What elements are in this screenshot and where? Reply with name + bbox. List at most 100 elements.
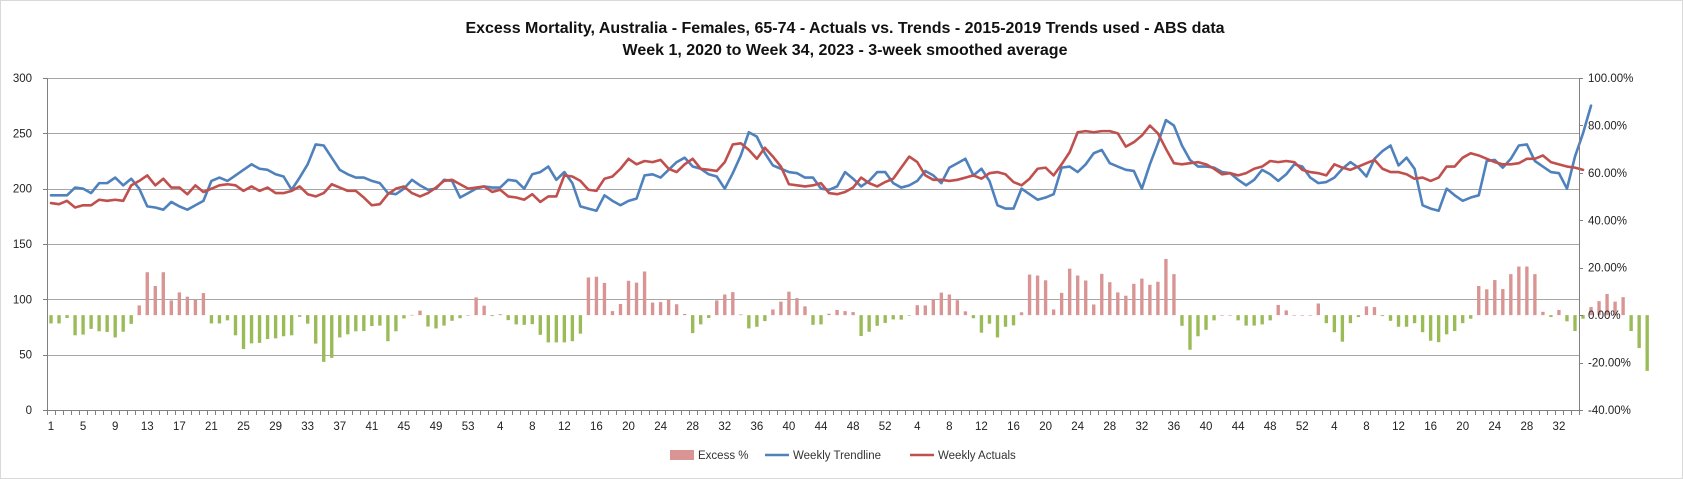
excess-bar-174 xyxy=(1436,315,1441,343)
excess-bar-197 xyxy=(1621,297,1625,316)
excess-bar-169 xyxy=(1396,315,1401,327)
x-tick-label: 20 xyxy=(622,421,635,433)
excess-bar-157 xyxy=(1300,315,1304,316)
excess-bar-81 xyxy=(691,315,695,334)
excess-bar-186 xyxy=(1533,274,1537,316)
excess-bar-40 xyxy=(362,315,366,332)
x-tick-label: 8 xyxy=(529,421,535,433)
excess-bar-82 xyxy=(699,315,703,325)
excess-bar-183 xyxy=(1509,274,1513,316)
excess-bar-151 xyxy=(1252,315,1256,326)
excess-bar-166 xyxy=(1372,307,1377,316)
excess-bar-102 xyxy=(859,315,863,337)
excess-bar-26 xyxy=(249,315,254,344)
excess-bar-2 xyxy=(57,315,61,324)
x-tick-label: 49 xyxy=(430,421,443,433)
weekly-trendline-line xyxy=(49,104,1593,213)
excess-bar-20 xyxy=(201,293,206,316)
x-tick-label: 20 xyxy=(1456,421,1469,433)
x-tick-label: 37 xyxy=(333,421,346,433)
excess-bar-12 xyxy=(137,305,141,316)
excess-bar-37 xyxy=(338,315,342,338)
x-tick-label: 32 xyxy=(718,421,731,433)
excess-bar-86 xyxy=(731,292,735,316)
excess-bar-109 xyxy=(915,305,919,316)
excess-bar-15 xyxy=(161,272,165,316)
excess-bar-184 xyxy=(1517,266,1521,316)
excess-bar-198 xyxy=(1629,315,1633,332)
x-tick-label: 4 xyxy=(1331,421,1338,433)
excess-bar-32 xyxy=(297,315,302,317)
excess-bar-72 xyxy=(618,304,623,316)
excess-bar-94 xyxy=(795,298,799,316)
excess-bar-162 xyxy=(1340,315,1345,342)
x-tick-label: 24 xyxy=(1488,421,1501,433)
excess-bar-80 xyxy=(682,313,687,316)
legend-label-trendline: Weekly Trendline xyxy=(793,450,881,462)
y-right-tick-label: 40.00% xyxy=(1588,215,1627,227)
excess-bar-118 xyxy=(987,315,992,324)
x-tick-label: 12 xyxy=(1392,421,1405,433)
excess-bar-55 xyxy=(482,305,486,316)
excess-bar-65 xyxy=(562,315,567,343)
x-tick-label: 48 xyxy=(1264,421,1277,433)
x-tick-label: 52 xyxy=(879,421,892,433)
excess-bar-30 xyxy=(281,315,286,337)
excess-bar-106 xyxy=(891,315,895,320)
x-tick-label: 1 xyxy=(48,421,54,433)
excess-bar-77 xyxy=(658,302,663,316)
excess-bar-4 xyxy=(73,315,77,336)
excess-bar-50 xyxy=(442,315,446,326)
excess-bar-170 xyxy=(1404,315,1409,327)
excess-bar-199 xyxy=(1637,315,1641,349)
x-tick-label: 16 xyxy=(590,421,603,433)
legend: Excess % Weekly Trendline Weekly Actuals xyxy=(670,450,1016,462)
excess-bar-10 xyxy=(121,315,125,332)
excess-bar-133 xyxy=(1108,282,1112,316)
excess-bar-147 xyxy=(1220,315,1224,316)
excess-bar-126 xyxy=(1051,309,1056,316)
excess-bar-41 xyxy=(370,315,374,327)
excess-bar-104 xyxy=(875,315,879,326)
excess-bar-103 xyxy=(867,315,871,332)
excess-bar-47 xyxy=(418,310,422,316)
excess-bar-29 xyxy=(273,315,278,339)
excess-bar-90 xyxy=(763,315,767,322)
excess-bar-79 xyxy=(674,304,679,316)
x-tick-label: 40 xyxy=(783,421,796,433)
y-right-tick-label: 20.00% xyxy=(1588,263,1627,275)
excess-bar-8 xyxy=(105,315,109,332)
x-tick-label: 12 xyxy=(975,421,988,433)
excess-bar-92 xyxy=(779,301,783,316)
x-tick-label: 24 xyxy=(654,421,667,433)
excess-bar-6 xyxy=(89,315,93,329)
excess-bar-200 xyxy=(1645,315,1649,371)
excess-bar-122 xyxy=(1019,312,1024,316)
excess-bar-45 xyxy=(402,315,406,319)
excess-bar-52 xyxy=(458,315,462,319)
x-tick-label: 28 xyxy=(1103,421,1116,433)
excess-bar-176 xyxy=(1452,315,1457,332)
excess-bar-75 xyxy=(642,271,647,316)
excess-bar-88 xyxy=(747,315,751,329)
excess-bar-33 xyxy=(306,315,310,324)
excess-bar-87 xyxy=(739,314,743,316)
excess-bar-137 xyxy=(1140,278,1144,316)
excess-bar-107 xyxy=(899,315,903,320)
excess-bar-117 xyxy=(979,315,984,333)
excess-bar-155 xyxy=(1284,310,1288,316)
excess-bar-39 xyxy=(354,315,358,332)
excess-bar-141 xyxy=(1172,274,1176,316)
excess-bar-171 xyxy=(1412,315,1417,324)
excess-bar-16 xyxy=(169,300,174,316)
y-left-tick-label: 50 xyxy=(19,350,32,362)
excess-bar-27 xyxy=(257,315,262,343)
x-tick-label: 12 xyxy=(558,421,571,433)
y-right-tick-label: 60.00% xyxy=(1588,168,1627,180)
series-lines xyxy=(49,104,1593,213)
excess-bar-73 xyxy=(626,280,631,316)
excess-bar-161 xyxy=(1332,315,1337,333)
y-right-tick-label: -20.00% xyxy=(1588,358,1631,370)
